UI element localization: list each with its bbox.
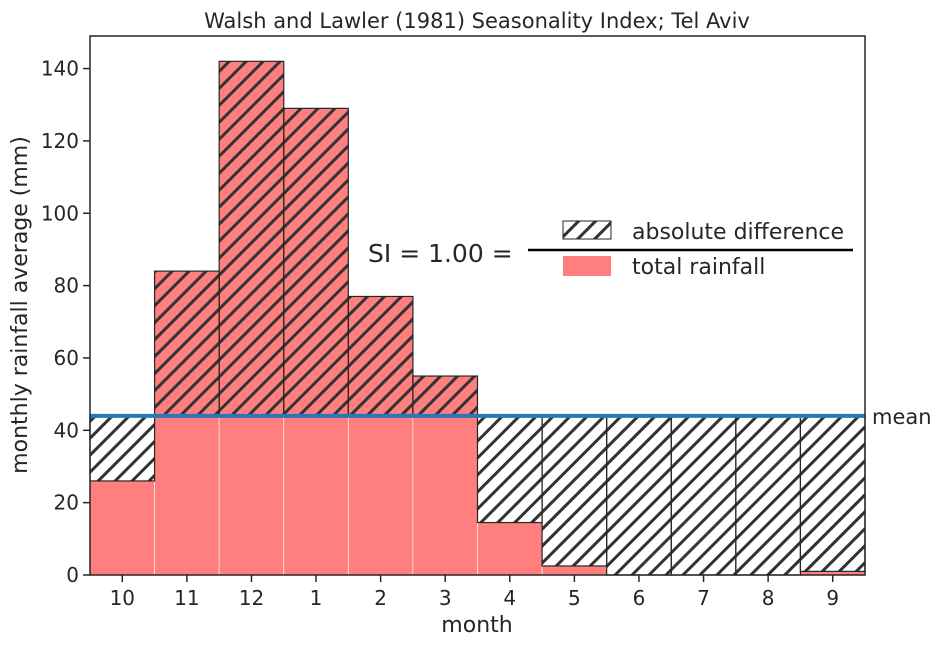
x-axis-label: month (441, 613, 512, 638)
y-tick-label: 100 (41, 201, 79, 225)
x-tick-label: 4 (503, 586, 516, 610)
y-axis: 0 20 40 60 80 100 120 140 (41, 57, 90, 587)
absolute-difference-bar (412, 375, 479, 417)
absolute-difference-bars (89, 60, 866, 576)
y-tick-label: 80 (54, 274, 79, 298)
y-tick-label: 60 (54, 346, 79, 370)
mean-label: mean (872, 405, 932, 429)
x-tick-label: 11 (174, 586, 199, 610)
absolute-difference-bar (476, 415, 543, 524)
x-tick-label: 3 (439, 586, 452, 610)
x-tick-label: 5 (568, 586, 581, 610)
absolute-difference-bar (153, 270, 220, 417)
x-tick-label: 8 (762, 586, 775, 610)
absolute-difference-bar (89, 415, 156, 482)
x-tick-label: 10 (110, 586, 135, 610)
plot-frame (89, 35, 866, 576)
absolute-difference-bar (218, 60, 285, 417)
x-tick-label: 7 (697, 586, 710, 610)
absolute-difference-bar (799, 415, 866, 572)
absolute-difference-bar (606, 415, 672, 576)
absolute-difference-bar (347, 295, 414, 417)
absolute-difference-bar (670, 415, 737, 576)
x-tick-label: 6 (633, 586, 646, 610)
y-tick-label: 140 (41, 57, 79, 81)
x-tick-label: 1 (310, 586, 323, 610)
absolute-difference-bar (735, 415, 802, 576)
legend-swatch-hatch (562, 220, 612, 240)
absolute-difference-bar (541, 415, 608, 567)
total-rainfall-bar (541, 565, 608, 576)
si-annotation-text: SI = 1.00 = (368, 239, 513, 268)
total-rainfall-bar (477, 522, 543, 576)
legend-swatch-total (563, 256, 611, 276)
x-tick-label: 2 (374, 586, 387, 610)
legend: absolute difference total rainfall (562, 220, 844, 280)
y-tick-label: 40 (54, 418, 79, 442)
legend-label-total: total rainfall (632, 255, 765, 280)
si-annotation: SI = 1.00 = (368, 239, 853, 268)
y-tick-label: 120 (41, 129, 79, 153)
y-axis-label: monthly rainfall average (mm) (8, 136, 33, 474)
chart-title: Walsh and Lawler (1981) Seasonality Inde… (204, 9, 750, 33)
x-axis: 10 11 12 1 2 3 4 5 6 7 8 9 (110, 575, 839, 610)
y-tick-label: 0 (66, 563, 79, 587)
y-tick-label: 20 (54, 491, 79, 515)
total-rainfall-bar (89, 480, 155, 576)
x-tick-label: 12 (239, 586, 264, 610)
legend-label-diff: absolute difference (632, 220, 844, 245)
x-tick-label: 9 (826, 586, 839, 610)
absolute-difference-bar (283, 107, 349, 417)
